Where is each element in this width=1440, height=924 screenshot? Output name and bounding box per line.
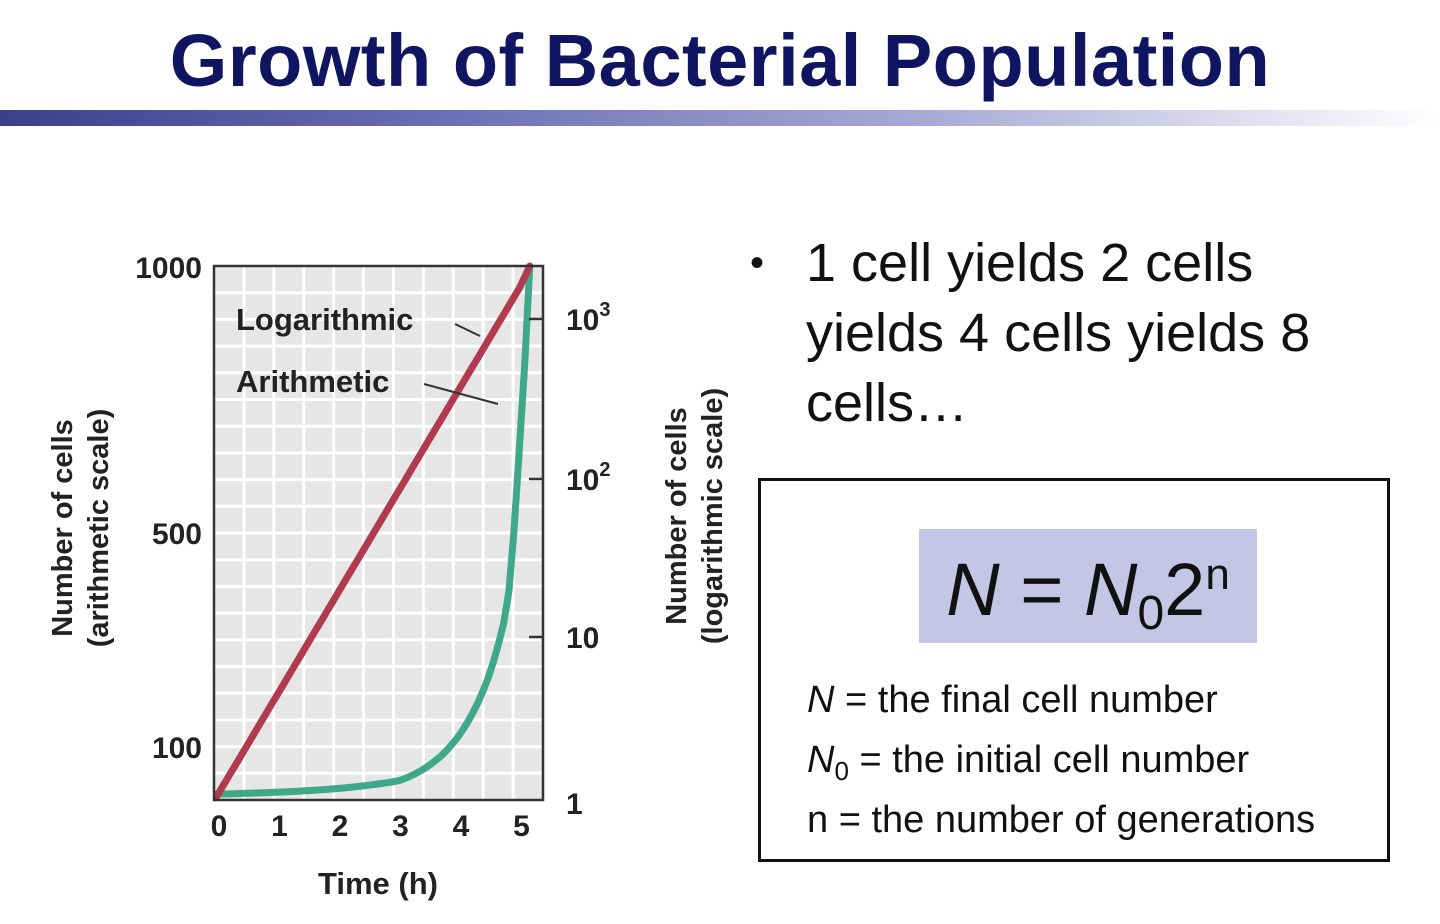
bullet-marker: • xyxy=(750,241,765,285)
definition-symbol: N xyxy=(807,679,835,721)
definition-symbol: n xyxy=(807,799,829,841)
left-tick-label: 500 xyxy=(152,518,202,551)
formula-n0: N xyxy=(1084,548,1138,631)
formula-equals: = xyxy=(1020,548,1064,631)
x-tick-label: 4 xyxy=(453,810,470,843)
leader-line-logarithmic xyxy=(454,323,481,337)
x-tick-label: 1 xyxy=(271,810,288,843)
growth-formula: N = N02n xyxy=(919,547,1257,641)
formula-base: 2 xyxy=(1164,548,1206,631)
formula-lhs: N xyxy=(946,548,1000,631)
series-line-logarithmic xyxy=(213,262,534,800)
right-tick-label: 103 xyxy=(566,299,611,337)
title-divider xyxy=(0,110,1440,126)
definition-text: = the initial cell number xyxy=(848,739,1250,781)
left-tick-label: 100 xyxy=(152,732,202,765)
series-line-arithmetic xyxy=(213,262,534,798)
x-tick-label: 3 xyxy=(392,810,409,843)
bullet-item: 1 cell yields 2 cells yields 4 cells yie… xyxy=(806,233,1311,433)
definition-text: = the final cell number xyxy=(834,679,1218,721)
definition-final-number: N = the final cell number xyxy=(807,679,1218,722)
leader-line-arithmetic xyxy=(423,383,499,405)
formula-highlight: N = N02n xyxy=(919,529,1257,643)
right-tick-exponent: 2 xyxy=(599,459,610,481)
axis-label-line: (logarithmic scale) xyxy=(697,388,729,644)
definition-generations: n = the number of generations xyxy=(807,799,1315,842)
definition-initial-number: N0 = the initial cell number xyxy=(807,739,1249,787)
right-tick-exponent: 3 xyxy=(599,299,610,321)
formula-box: N = N02n N = the final cell number N0 = … xyxy=(758,478,1390,862)
slide-title: Growth of Bacterial Population xyxy=(169,19,1271,102)
series-label-logarithmic: Logarithmic xyxy=(236,302,413,337)
x-axis-label: Time (h) xyxy=(318,866,438,901)
series-label-arithmetic: Arithmetic xyxy=(236,364,389,399)
x-tick-label: 2 xyxy=(332,810,349,843)
formula-n0-subscript: 0 xyxy=(1137,587,1165,640)
right-tick-label: 1 xyxy=(566,788,583,821)
right-tick-label: 102 xyxy=(566,459,611,497)
x-tick-label: 5 xyxy=(513,810,530,843)
plot-frame xyxy=(212,264,545,802)
axis-label-line: Number of cells xyxy=(661,407,693,625)
left-tick-label: 1000 xyxy=(135,252,202,285)
formula-exponent: n xyxy=(1205,550,1230,599)
axis-label-line: (arithmetic scale) xyxy=(83,409,115,648)
left-axis-label: Number of cells (arithmetic scale) xyxy=(47,409,115,648)
x-tick-label: 0 xyxy=(211,810,228,843)
definition-symbol: N xyxy=(807,739,835,781)
axis-label-line: Number of cells xyxy=(47,419,79,637)
right-axis-label: Number of cells (logarithmic scale) xyxy=(661,388,729,644)
definition-subscript: 0 xyxy=(834,756,849,786)
right-tick-label: 10 xyxy=(566,622,599,655)
definition-text: = the number of generations xyxy=(828,799,1316,841)
